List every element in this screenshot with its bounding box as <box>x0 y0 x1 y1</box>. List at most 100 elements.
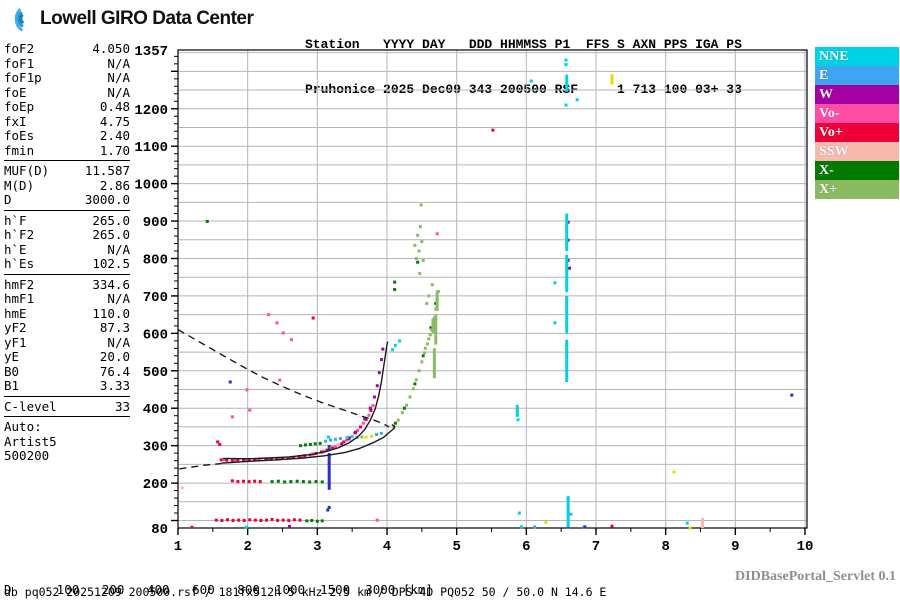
echo-bar-x-plus-spread <box>432 348 436 379</box>
echo-point-f-trace-vo- <box>278 457 282 461</box>
station-info-block: Station YYYY DAY DDD HHMMSS P1 FFS S AXN… <box>305 7 742 127</box>
echo-point-x-plus-arc <box>428 333 432 337</box>
echo-point-f-trace-vo+ <box>342 440 346 444</box>
x-axis-label: 7 <box>592 539 600 555</box>
echo-point-es-trace <box>220 519 224 523</box>
echo-point-e-echoes <box>329 438 333 442</box>
echo-point-x-plus-arc <box>400 411 404 415</box>
echo-point-nne-echoes <box>516 418 520 422</box>
param-label: B1 <box>4 378 20 393</box>
direction-legend: NNE E W Vo- Vo+ SSW X- X+ <box>815 47 899 199</box>
echo-point-es-trace <box>248 518 252 522</box>
param-label: hmF1 <box>4 291 35 306</box>
x-axis-label: 3 <box>313 539 321 555</box>
echo-point-yellow-echoes <box>370 434 374 438</box>
param-row-D: D 3000.0 <box>4 192 130 208</box>
echo-point-nne-echoes <box>393 343 397 347</box>
echo-point-x-plus-arc <box>360 435 364 439</box>
echo-point-x-plus-arc <box>427 337 431 341</box>
echo-point-nne-echoes <box>345 435 349 439</box>
y-axis-label: 500 <box>143 365 168 381</box>
echo-point-w-echoes <box>381 347 385 351</box>
echo-point-es-trace <box>292 518 296 522</box>
echo-point-f-trace-vo- <box>333 445 337 449</box>
legend-item-Vo: Vo+ <box>815 123 899 142</box>
curve-artist-trace-fit <box>223 341 389 460</box>
param-row-foF1: foF1 N/A <box>4 56 130 72</box>
x-axis-label: 9 <box>731 539 739 555</box>
echo-point-w-echoes <box>363 417 367 421</box>
echo-point-x-plus-arc <box>427 294 431 298</box>
giro-logo-icon <box>14 8 24 32</box>
plot-border <box>177 49 808 529</box>
echo-point-es-trace <box>230 479 234 483</box>
param-value: 265.0 <box>92 212 130 228</box>
echo-bar-nne-spread <box>565 295 569 334</box>
param-value: 3.33 <box>99 378 130 393</box>
echo-point-es-trace <box>225 518 229 522</box>
y-axis-label: 200 <box>143 477 168 493</box>
echo-bar-nne-spread <box>565 254 569 293</box>
echo-point-nne-echoes <box>575 98 579 102</box>
echo-point-f-trace-vo+ <box>292 455 296 459</box>
echo-point-w-echoes <box>354 430 358 434</box>
echo-point-f-trace-vo- <box>278 378 282 382</box>
echo-point-f-trace-vo- <box>230 415 234 419</box>
echo-point-f-trace-vo+ <box>264 458 268 462</box>
y-axis-label: 700 <box>143 290 168 306</box>
echo-point-es-trace <box>253 479 257 483</box>
param-row-Clevel: C-level 33 <box>4 399 130 415</box>
param-value: 4.75 <box>99 113 130 129</box>
param-group: foF2 4.050 foF1 N/A foF1p N/A foE N/A foEp 0.48 fx… <box>4 41 130 161</box>
param-value: 265.0 <box>92 227 130 242</box>
echo-point-f-trace-vo+ <box>241 458 245 462</box>
echo-point-x-minus-echoes <box>318 441 322 445</box>
echo-point-es-trace <box>287 519 291 523</box>
echo-point-es-trace <box>237 518 241 522</box>
echo-point-nne-echoes <box>391 348 395 352</box>
echo-point-e-echoes <box>333 437 337 441</box>
echo-point-x-plus-arc <box>419 203 423 207</box>
measurement-footer: db pq052 20251209 200500.rsf / 181fx512h… <box>4 585 607 599</box>
param-label: yF2 <box>4 320 27 335</box>
echo-point-x-plus-arc <box>425 301 429 305</box>
param-group: hmF2 334.6 hmF1 N/A hmE 110.0 yF2 87.3 yF1 N/A yE 2… <box>4 277 130 397</box>
echo-bar-blue-spread <box>327 453 331 490</box>
echo-point-nne-echoes <box>564 58 568 62</box>
y-axis-label: 1200 <box>134 103 168 119</box>
echo-point-x-minus-echoes <box>310 519 314 523</box>
echo-point-es-trace <box>214 518 218 522</box>
echo-point-es-trace <box>281 518 285 522</box>
echo-point-f-trace-vo+ <box>190 525 194 529</box>
servlet-version-label: DIDBasePortal_Servlet 0.1 <box>735 569 896 584</box>
echo-point-e-echoes <box>324 439 328 443</box>
echo-point-x-plus-arc <box>405 403 409 407</box>
station-value-line: Pruhonice 2025 Dec09 343 200500 RSF 1 71… <box>305 82 742 97</box>
echo-point-x-minus-echoes <box>276 479 280 483</box>
station-header-line: Station YYYY DAY DDD HHMMSS P1 FFS S AXN… <box>305 37 742 52</box>
echo-point-nne-echoes <box>553 321 557 325</box>
x-axis-label: 1 <box>174 539 182 555</box>
echo-point-vertical-blue <box>327 444 331 448</box>
echo-point-e-echoes <box>379 431 383 435</box>
param-value: 20.0 <box>99 349 130 364</box>
echo-point-x-minus-echoes <box>205 219 209 223</box>
echo-point-x-minus-echoes <box>308 443 312 447</box>
legend-item-Vo: Vo- <box>815 104 899 123</box>
echo-point-x-minus-echoes <box>429 326 433 330</box>
echo-point-nne-echoes <box>685 521 689 525</box>
echo-point-yellow-echoes <box>364 435 368 439</box>
echo-point-f-trace-vo- <box>356 428 360 432</box>
echo-point-yellow-echoes <box>544 520 548 524</box>
x-axis-label: 8 <box>661 539 669 555</box>
echo-point-x-plus-arc <box>420 360 424 364</box>
legend-item-X: X- <box>815 161 899 180</box>
echo-point-x-minus-echoes <box>320 519 324 523</box>
curve-bottomside-profile <box>221 424 396 464</box>
echo-point-f-trace-vo- <box>267 457 271 461</box>
echo-bar-x-plus-spread <box>435 290 439 311</box>
brand-header: Lowell GIRO Data Center <box>8 6 254 32</box>
y-axis-label: 1357 <box>134 44 168 60</box>
auto-line: Auto: <box>4 419 42 434</box>
